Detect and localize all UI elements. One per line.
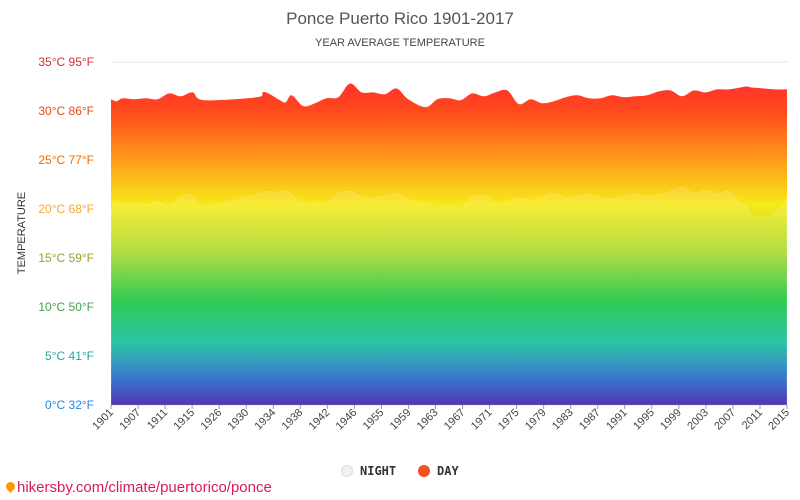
y-tick-label: 20°C 68°F [38, 202, 94, 216]
legend-label: DAY [437, 464, 459, 478]
chart-title: Ponce Puerto Rico 1901-2017 [286, 9, 514, 28]
y-tick-label: 35°C 95°F [38, 55, 94, 69]
legend-label: NIGHT [360, 464, 396, 478]
night-series-area [110, 186, 788, 406]
x-tick-label: 1907 [117, 407, 143, 433]
x-tick-label: 1946 [334, 407, 360, 433]
x-tick-label: 1967 [442, 407, 468, 433]
x-tick-label: 1930 [226, 407, 252, 433]
map-pin-icon [4, 480, 17, 493]
y-axis-ticks: 0°C 32°F 5°C 41°F 10°C 50°F 15°C 59°F 20°C 6… [38, 55, 94, 412]
x-tick-label: 2007 [712, 407, 738, 433]
legend-marker [341, 465, 353, 477]
x-tick-label: 1959 [388, 407, 414, 433]
x-tick-label: 1901 [90, 407, 116, 433]
x-tick-label: 1983 [550, 407, 576, 433]
x-tick-label: 1915 [171, 407, 197, 433]
legend-item-day[interactable]: DAY [418, 464, 459, 478]
y-tick-label: 25°C 77°F [38, 153, 94, 167]
legend-item-night[interactable]: NIGHT [341, 464, 397, 478]
x-tick-label: 1995 [631, 407, 657, 433]
y-tick-label: 10°C 50°F [38, 300, 94, 314]
legend-marker [418, 465, 430, 477]
x-tick-label: 1987 [577, 407, 603, 433]
area-series [110, 83, 788, 406]
x-tick-label: 1942 [307, 407, 333, 433]
x-tick-label: 1991 [604, 407, 630, 433]
watermark-text: hikersby.com/climate/puertorico/ponce [17, 479, 272, 496]
y-tick-label: 0°C 32°F [45, 398, 94, 412]
x-tick-label: 1911 [145, 407, 170, 432]
y-tick-label: 5°C 41°F [45, 349, 94, 363]
x-tick-label: 2003 [685, 407, 711, 433]
x-tick-label: 1926 [198, 407, 224, 433]
x-tick-label: 1955 [361, 407, 387, 433]
x-tick-label: 1938 [280, 407, 306, 433]
x-tick-label: 1963 [415, 407, 441, 433]
y-axis-label: TEMPERATURE [16, 192, 28, 274]
x-tick-label: 1979 [523, 407, 549, 433]
x-tick-label: 1999 [658, 407, 684, 433]
legend: NIGHT DAY [341, 464, 459, 478]
x-tick-label: 1971 [469, 407, 495, 433]
y-tick-label: 15°C 59°F [38, 251, 94, 265]
y-tick-label: 30°C 86°F [38, 104, 94, 118]
x-tick-label: 1934 [253, 407, 279, 433]
x-tick-label: 1975 [496, 407, 522, 433]
chart-subtitle: YEAR AVERAGE TEMPERATURE [315, 37, 485, 49]
x-tick-label: 2011 [740, 407, 765, 432]
source-watermark[interactable]: hikersby.com/climate/puertorico/ponce [4, 479, 272, 496]
day-series-area [111, 83, 787, 406]
x-tick-label: 2015 [766, 407, 792, 433]
x-axis-ticks: 1901 1907 1911 1915 1926 1930 1934 1938 1942 1946… [90, 405, 792, 432]
